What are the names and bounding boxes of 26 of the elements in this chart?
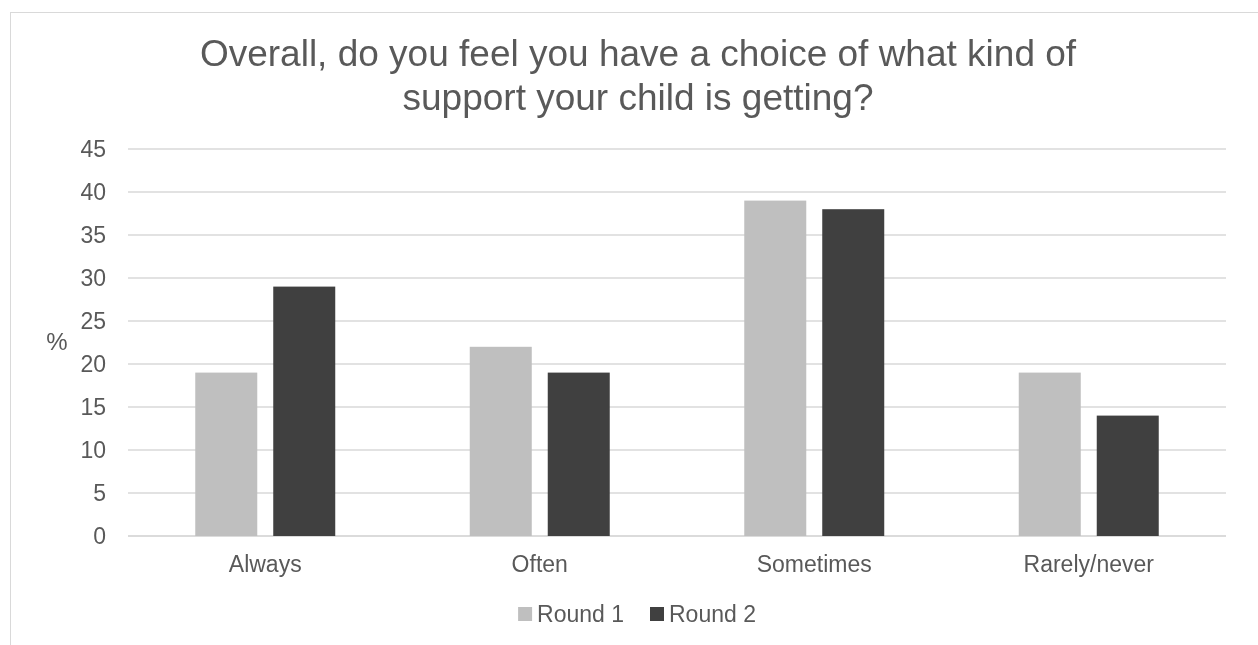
x-tick-label: Sometimes: [756, 551, 872, 577]
bar: [744, 200, 807, 536]
x-tick-label: Rarely/never: [1023, 551, 1155, 577]
bar: [547, 372, 610, 536]
x-tick-label: Often: [511, 551, 568, 577]
y-axis-title: %: [46, 327, 68, 355]
y-tick-label: 0: [93, 523, 106, 550]
y-tick-label: 45: [80, 136, 106, 163]
bar: [469, 346, 532, 536]
y-tick-label: 30: [80, 265, 106, 292]
legend-label: Round 1: [537, 601, 625, 627]
chart-title: Overall, do you feel you have a choice of what kind of support your child is getting?: [199, 33, 1077, 118]
y-tick-label: 10: [80, 437, 106, 464]
x-tick-label: Always: [228, 551, 302, 577]
y-tick-label: 35: [80, 222, 106, 249]
bar: [273, 286, 336, 536]
y-tick-label: 20: [80, 351, 106, 378]
legend-label: Round 2: [669, 601, 756, 627]
bar: [822, 209, 885, 536]
bar: [1096, 415, 1159, 536]
y-tick-label: 15: [80, 394, 106, 421]
bar: [1018, 372, 1081, 536]
y-tick-label: 5: [93, 480, 106, 507]
bar: [195, 372, 258, 536]
y-tick-label: 25: [80, 308, 106, 335]
y-tick-label: 40: [80, 179, 106, 206]
